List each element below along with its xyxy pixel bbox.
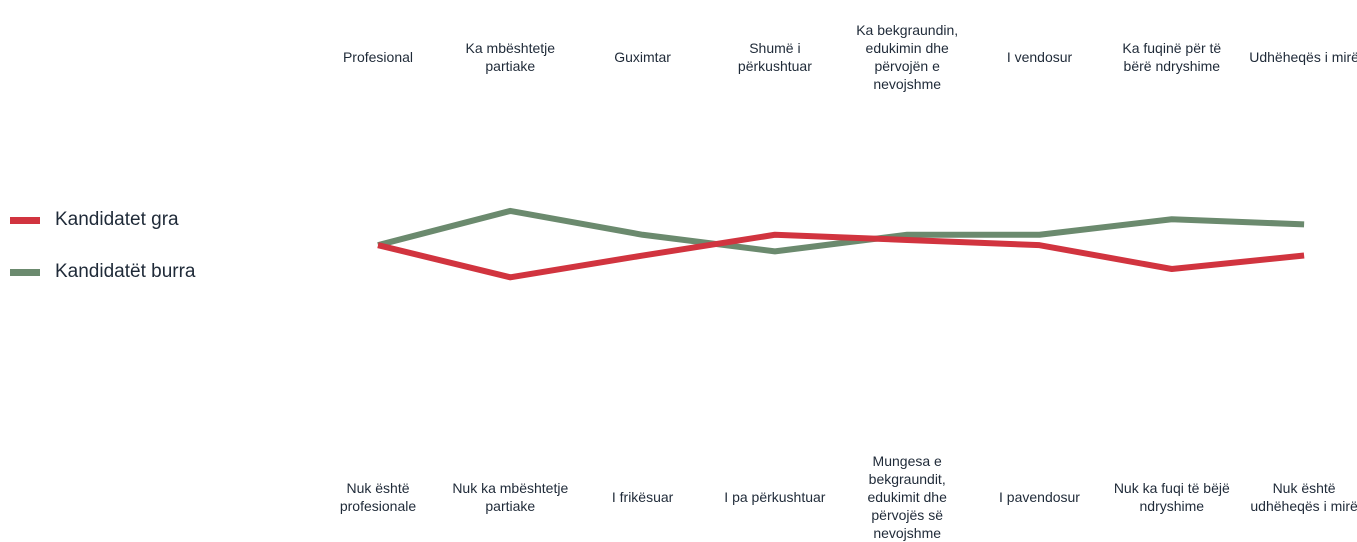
series-line [377, 231, 1305, 281]
series-line [377, 207, 1305, 255]
bottom-label: Nuk ka mbështetje partiake [452, 480, 569, 514]
bottom-label: Nuk është profesionale [339, 480, 417, 514]
top-label: Udhëheqës i mirë [1249, 49, 1357, 65]
top-label: Ka bekgraundin, edukimin dhe përvojën e … [856, 22, 959, 92]
legend-label: Kandidatet gra [55, 209, 179, 230]
bottom-label: I frikësuar [611, 489, 674, 505]
bottom-label: Nuk ka fuqi të bëjë ndryshime [1113, 480, 1230, 514]
legend-label: Kandidatët burra [55, 261, 196, 282]
top-label: Ka mbështetje partiake [465, 40, 556, 74]
bottom-label: I pavendosur [999, 489, 1080, 505]
top-label: Shumë i përkushtuar [737, 40, 812, 74]
top-label: Ka fuqinë për të bërë ndryshime [1122, 40, 1222, 74]
bottom-label: Mungesa e bekgraundit, edukimit dhe përv… [867, 453, 947, 541]
top-label: Profesional [342, 49, 414, 65]
bottom-label: Nuk është udhëheqës i mirë [1250, 480, 1357, 514]
top-label: Guximtar [614, 49, 671, 65]
legend-swatch [10, 268, 40, 276]
legend-swatch [10, 216, 40, 224]
top-label: I vendosur [1006, 49, 1073, 65]
bottom-label: I pa përkushtuar [724, 489, 826, 505]
legend-item: Kandidatët burra [10, 261, 196, 283]
legend-item: Kandidatet gra [10, 209, 179, 231]
